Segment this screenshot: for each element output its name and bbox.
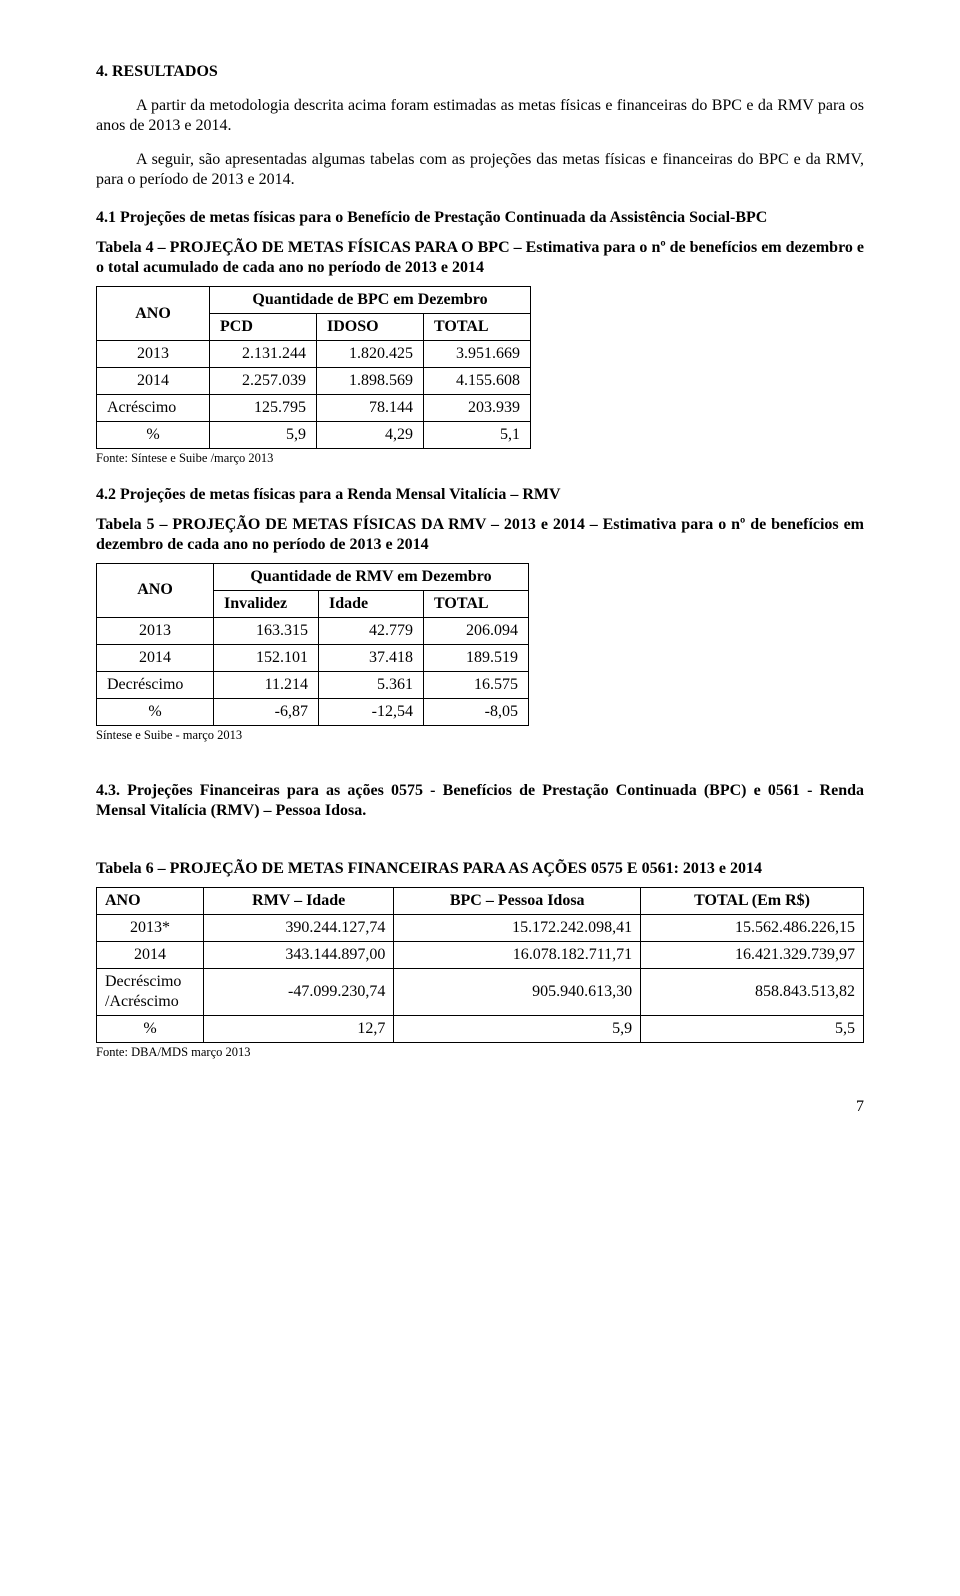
cell: 16.078.182.711,71 <box>394 942 641 969</box>
table-4: ANO Quantidade de BPC em Dezembro PCD ID… <box>96 286 531 449</box>
paragraph: A seguir, são apresentadas algumas tabel… <box>96 150 864 190</box>
cell: 4.155.608 <box>424 368 531 395</box>
cell: 163.315 <box>214 617 319 644</box>
cell: 2013 <box>97 341 210 368</box>
table-caption: Tabela 4 – PROJEÇÃO DE METAS FÍSICAS PAR… <box>96 238 864 278</box>
col-header: BPC – Pessoa Idosa <box>394 888 641 915</box>
cell: 16.575 <box>424 671 529 698</box>
subsection-heading: 4.2 Projeções de metas físicas para a Re… <box>96 485 864 505</box>
table-row: Decréscimo /Acréscimo -47.099.230,74 905… <box>97 969 864 1016</box>
cell: Decréscimo <box>97 671 214 698</box>
cell: 1.820.425 <box>317 341 424 368</box>
cell: 5,9 <box>394 1016 641 1043</box>
cell: 206.094 <box>424 617 529 644</box>
cell: 343.144.897,00 <box>204 942 394 969</box>
col-header: TOTAL <box>424 590 529 617</box>
cell: -12,54 <box>319 698 424 725</box>
cell: 42.779 <box>319 617 424 644</box>
subsection-heading: 4.1 Projeções de metas físicas para o Be… <box>96 208 864 228</box>
cell: -47.099.230,74 <box>204 969 394 1016</box>
table-source: Fonte: Síntese e Suibe /março 2013 <box>96 451 864 467</box>
table-row: % 12,7 5,9 5,5 <box>97 1016 864 1043</box>
cell: 2013 <box>97 617 214 644</box>
cell: 2014 <box>97 942 204 969</box>
cell: 390.244.127,74 <box>204 915 394 942</box>
table-caption: Tabela 6 – PROJEÇÃO DE METAS FINANCEIRAS… <box>96 859 864 879</box>
table-5: ANO Quantidade de RMV em Dezembro Invali… <box>96 563 529 726</box>
cell: 37.418 <box>319 644 424 671</box>
table-row: 2013 2.131.244 1.820.425 3.951.669 <box>97 341 531 368</box>
cell: 16.421.329.739,97 <box>641 942 864 969</box>
table-row: Decréscimo 11.214 5.361 16.575 <box>97 671 529 698</box>
col-header: IDOSO <box>317 314 424 341</box>
cell: 78.144 <box>317 395 424 422</box>
cell: 5.361 <box>319 671 424 698</box>
table-source: Fonte: DBA/MDS março 2013 <box>96 1045 864 1061</box>
col-header: RMV – Idade <box>204 888 394 915</box>
col-header-group: Quantidade de RMV em Dezembro <box>214 563 529 590</box>
cell: 858.843.513,82 <box>641 969 864 1016</box>
table-caption: Tabela 5 – PROJEÇÃO DE METAS FÍSICAS DA … <box>96 515 864 555</box>
cell: 2014 <box>97 368 210 395</box>
cell: 11.214 <box>214 671 319 698</box>
cell: % <box>97 698 214 725</box>
table-row: Acréscimo 125.795 78.144 203.939 <box>97 395 531 422</box>
table-source: Síntese e Suibe - março 2013 <box>96 728 864 744</box>
cell: 2014 <box>97 644 214 671</box>
cell: 152.101 <box>214 644 319 671</box>
table-row: % -6,87 -12,54 -8,05 <box>97 698 529 725</box>
col-header: TOTAL <box>424 314 531 341</box>
section-heading: 4. RESULTADOS <box>96 62 864 82</box>
cell: % <box>97 1016 204 1043</box>
cell: 5,1 <box>424 422 531 449</box>
col-header: TOTAL (Em R$) <box>641 888 864 915</box>
col-header: ANO <box>97 888 204 915</box>
cell: 2.257.039 <box>210 368 317 395</box>
cell: Acréscimo <box>97 395 210 422</box>
cell: 2013* <box>97 915 204 942</box>
col-header: Invalidez <box>214 590 319 617</box>
cell: 12,7 <box>204 1016 394 1043</box>
col-header-ano: ANO <box>97 287 210 341</box>
cell: 4,29 <box>317 422 424 449</box>
paragraph: A partir da metodologia descrita acima f… <box>96 96 864 136</box>
page-number: 7 <box>96 1097 864 1117</box>
cell: 905.940.613,30 <box>394 969 641 1016</box>
cell: 3.951.669 <box>424 341 531 368</box>
cell: -6,87 <box>214 698 319 725</box>
table-row: 2014 152.101 37.418 189.519 <box>97 644 529 671</box>
cell: 5,5 <box>641 1016 864 1043</box>
col-header-group: Quantidade de BPC em Dezembro <box>210 287 531 314</box>
cell: 203.939 <box>424 395 531 422</box>
subsection-heading: 4.3. Projeções Financeiras para as ações… <box>96 781 864 821</box>
cell: % <box>97 422 210 449</box>
col-header-ano: ANO <box>97 563 214 617</box>
cell: 1.898.569 <box>317 368 424 395</box>
table-row: % 5,9 4,29 5,1 <box>97 422 531 449</box>
table-row: 2014 343.144.897,00 16.078.182.711,71 16… <box>97 942 864 969</box>
cell: 189.519 <box>424 644 529 671</box>
cell: -8,05 <box>424 698 529 725</box>
cell: 125.795 <box>210 395 317 422</box>
table-row: 2013 163.315 42.779 206.094 <box>97 617 529 644</box>
cell: 5,9 <box>210 422 317 449</box>
table-6: ANO RMV – Idade BPC – Pessoa Idosa TOTAL… <box>96 887 864 1043</box>
cell: 2.131.244 <box>210 341 317 368</box>
cell: 15.172.242.098,41 <box>394 915 641 942</box>
col-header: Idade <box>319 590 424 617</box>
col-header: PCD <box>210 314 317 341</box>
table-row: 2013* 390.244.127,74 15.172.242.098,41 1… <box>97 915 864 942</box>
table-row: 2014 2.257.039 1.898.569 4.155.608 <box>97 368 531 395</box>
cell: 15.562.486.226,15 <box>641 915 864 942</box>
cell: Decréscimo /Acréscimo <box>97 969 204 1016</box>
